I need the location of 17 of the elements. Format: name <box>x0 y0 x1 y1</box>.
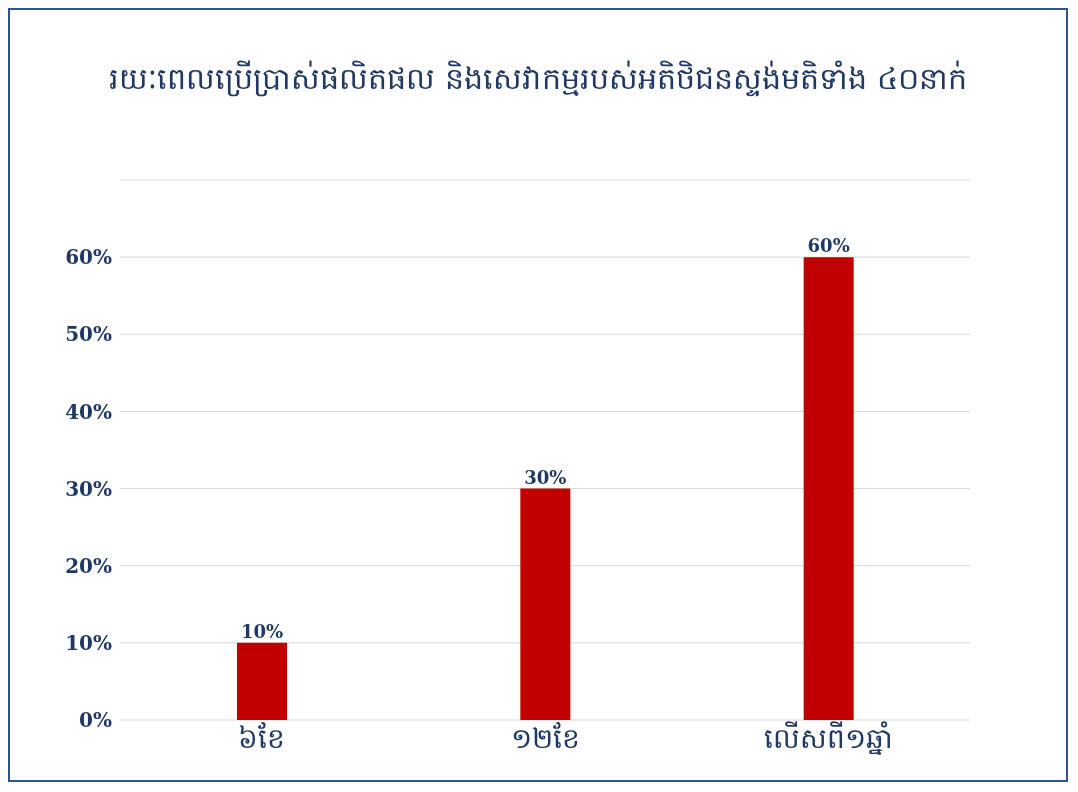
y-tick-label: 60% <box>65 245 112 270</box>
bar <box>237 642 287 720</box>
data-label: 30% <box>524 466 567 488</box>
bar <box>803 257 854 720</box>
y-tick-label: 40% <box>65 399 112 424</box>
y-tick-label: 30% <box>65 476 112 501</box>
data-label: 60% <box>807 235 850 257</box>
x-tick-label: ១២ខែ <box>510 721 580 755</box>
data-label: 10% <box>240 620 284 642</box>
chart-title: រយៈពេលប្រើប្រាស់ផលិតផល និងសេវាកម្មរបស់អតិថិជនស្ទង់មតិទាំង ៤០នាក់ <box>108 59 968 99</box>
bar <box>520 488 571 720</box>
x-tick-label: លើសពី១ឆ្នាំ <box>763 720 893 755</box>
y-tick-label: 50% <box>65 322 112 347</box>
y-tick-label: 10% <box>65 630 112 655</box>
y-tick-label: 20% <box>65 553 112 578</box>
x-tick-label: ៦ខែ <box>238 721 286 755</box>
y-tick-label: 0% <box>79 708 112 733</box>
